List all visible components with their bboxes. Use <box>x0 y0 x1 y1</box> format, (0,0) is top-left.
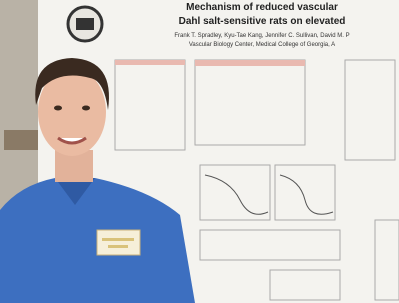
shelf <box>4 130 38 150</box>
poster-affiliation: Vascular Biology Center, Medical College… <box>189 42 335 48</box>
header-bar <box>115 60 185 65</box>
name-tag-line <box>102 238 134 241</box>
poster-authors: Frank T. Spradley, Kyu-Tae Kang, Jennife… <box>174 33 349 39</box>
logo-mark <box>76 18 94 30</box>
poster-title: Dahl salt-sensitive rats on elevated <box>179 16 346 27</box>
name-tag-line <box>108 245 128 248</box>
eye <box>54 106 62 111</box>
eye <box>82 106 90 111</box>
poster-title: Mechanism of reduced vascular <box>186 2 338 13</box>
page: Mechanism of reduced vascular Dahl salt-… <box>0 0 399 303</box>
header-bar <box>195 60 305 66</box>
name-tag <box>97 230 140 255</box>
photo: Mechanism of reduced vascular Dahl salt-… <box>0 0 399 303</box>
